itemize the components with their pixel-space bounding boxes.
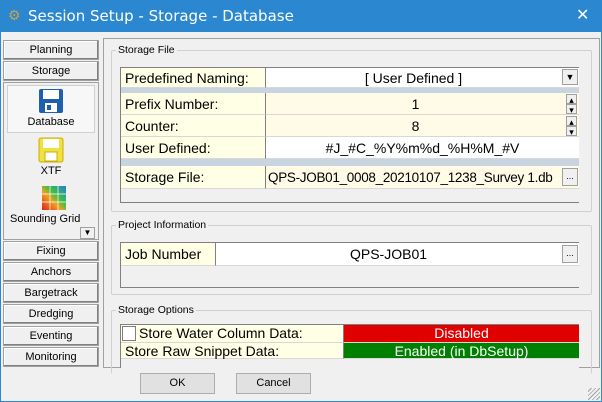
counter-label: Counter: xyxy=(121,115,266,137)
nav-xtf[interactable]: XTF xyxy=(7,135,95,181)
floppy-blue-icon xyxy=(39,89,63,113)
prefix-up-button[interactable]: ▴ xyxy=(566,94,577,105)
counter-up-button[interactable]: ▴ xyxy=(566,116,577,127)
counter-down-button[interactable]: ▾ xyxy=(566,126,577,137)
nav-storage[interactable]: Storage xyxy=(3,61,99,81)
water-column-status[interactable]: Disabled xyxy=(344,325,579,343)
nav-sounding-grid-label: Sounding Grid xyxy=(10,213,81,225)
raw-snippet-label: Store Raw Snippet Data: xyxy=(121,343,344,359)
nav-anchors[interactable]: Anchors xyxy=(3,262,99,282)
project-grid: Job Number QPS-JOB01 ... xyxy=(120,242,579,288)
project-information-group: Project Information xyxy=(111,219,592,295)
gear-icon: ⚙ xyxy=(8,7,21,23)
predefined-naming-value: [ User Defined ] xyxy=(364,70,463,86)
prefix-number-field[interactable]: 1 ▴ ▾ xyxy=(266,93,579,115)
storage-file-grid: Predefined Naming: [ User Defined ] ▼ Pr… xyxy=(120,67,579,203)
grid-colormap-icon xyxy=(42,186,66,210)
window-title: Session Setup - Storage - Database xyxy=(28,7,294,25)
chevron-down-icon[interactable]: ▼ xyxy=(562,69,578,85)
job-number-label: Job Number xyxy=(121,243,216,266)
nav-fixing[interactable]: Fixing xyxy=(3,241,99,261)
raw-snippet-status[interactable]: Enabled (in DbSetup) xyxy=(344,343,579,359)
user-defined-input[interactable]: #J_#C_%Y%m%d_%H%M_#V xyxy=(266,137,579,159)
nav-sounding-grid[interactable]: Sounding Grid xyxy=(7,183,95,227)
browse-job-button[interactable]: ... xyxy=(562,245,578,263)
nav-bargetrack[interactable]: Bargetrack xyxy=(3,283,99,303)
row-divider xyxy=(121,88,579,93)
storage-file-legend: Storage File xyxy=(118,44,175,56)
browse-storage-file-button[interactable]: ... xyxy=(562,168,578,186)
water-column-label: Store Water Column Data: xyxy=(139,325,303,341)
water-column-checkbox[interactable] xyxy=(122,326,136,341)
storage-options-legend: Storage Options xyxy=(118,304,194,316)
scroll-down-button[interactable]: ▼ xyxy=(80,227,95,239)
resize-grip-icon[interactable] xyxy=(588,388,600,400)
counter-field[interactable]: 8 ▴ ▾ xyxy=(266,115,579,137)
predefined-naming-label: Predefined Naming: xyxy=(121,68,266,88)
counter-value: 8 xyxy=(411,118,420,134)
user-defined-label: User Defined: xyxy=(121,137,266,159)
prefix-number-value: 1 xyxy=(411,96,420,112)
nav-database-label: Database xyxy=(27,116,75,128)
storage-subnav: Database XTF Sounding Grid ▼ xyxy=(3,82,99,240)
nav-dredging[interactable]: Dredging xyxy=(3,304,99,324)
prefix-number-label: Prefix Number: xyxy=(121,93,266,115)
floppy-yellow-icon xyxy=(38,137,64,163)
nav-eventing[interactable]: Eventing xyxy=(3,326,99,346)
storage-options-group: Storage Options xyxy=(111,304,592,374)
job-number-value: QPS-JOB01 xyxy=(349,246,428,262)
storage-file-group: Storage File xyxy=(111,44,592,212)
title-bar: ⚙ Session Setup - Storage - Database ✕ xyxy=(0,0,602,32)
storage-file-field[interactable]: QPS-JOB01_0008_20210107_1238_Survey 1.db… xyxy=(266,166,579,189)
storage-file-value: QPS-JOB01_0008_20210107_1238_Survey 1.db xyxy=(268,170,553,185)
close-icon[interactable]: ✕ xyxy=(576,7,590,24)
nav-monitoring[interactable]: Monitoring xyxy=(3,347,99,367)
water-column-row: Store Water Column Data: xyxy=(121,325,344,343)
storage-options-grid: Store Water Column Data: Disabled Store … xyxy=(120,324,579,368)
predefined-naming-select[interactable]: [ User Defined ] ▼ xyxy=(266,68,579,88)
storage-file-label: Storage File: xyxy=(121,166,266,189)
prefix-down-button[interactable]: ▾ xyxy=(566,104,577,115)
project-information-legend: Project Information xyxy=(118,219,207,231)
nav-xtf-label: XTF xyxy=(40,165,62,177)
nav-database[interactable]: Database xyxy=(7,85,95,133)
ok-button[interactable]: OK xyxy=(140,373,215,394)
row-divider xyxy=(121,159,579,166)
cancel-button[interactable]: Cancel xyxy=(236,373,311,394)
job-number-field[interactable]: QPS-JOB01 ... xyxy=(216,243,579,266)
nav-planning[interactable]: Planning xyxy=(3,40,99,60)
